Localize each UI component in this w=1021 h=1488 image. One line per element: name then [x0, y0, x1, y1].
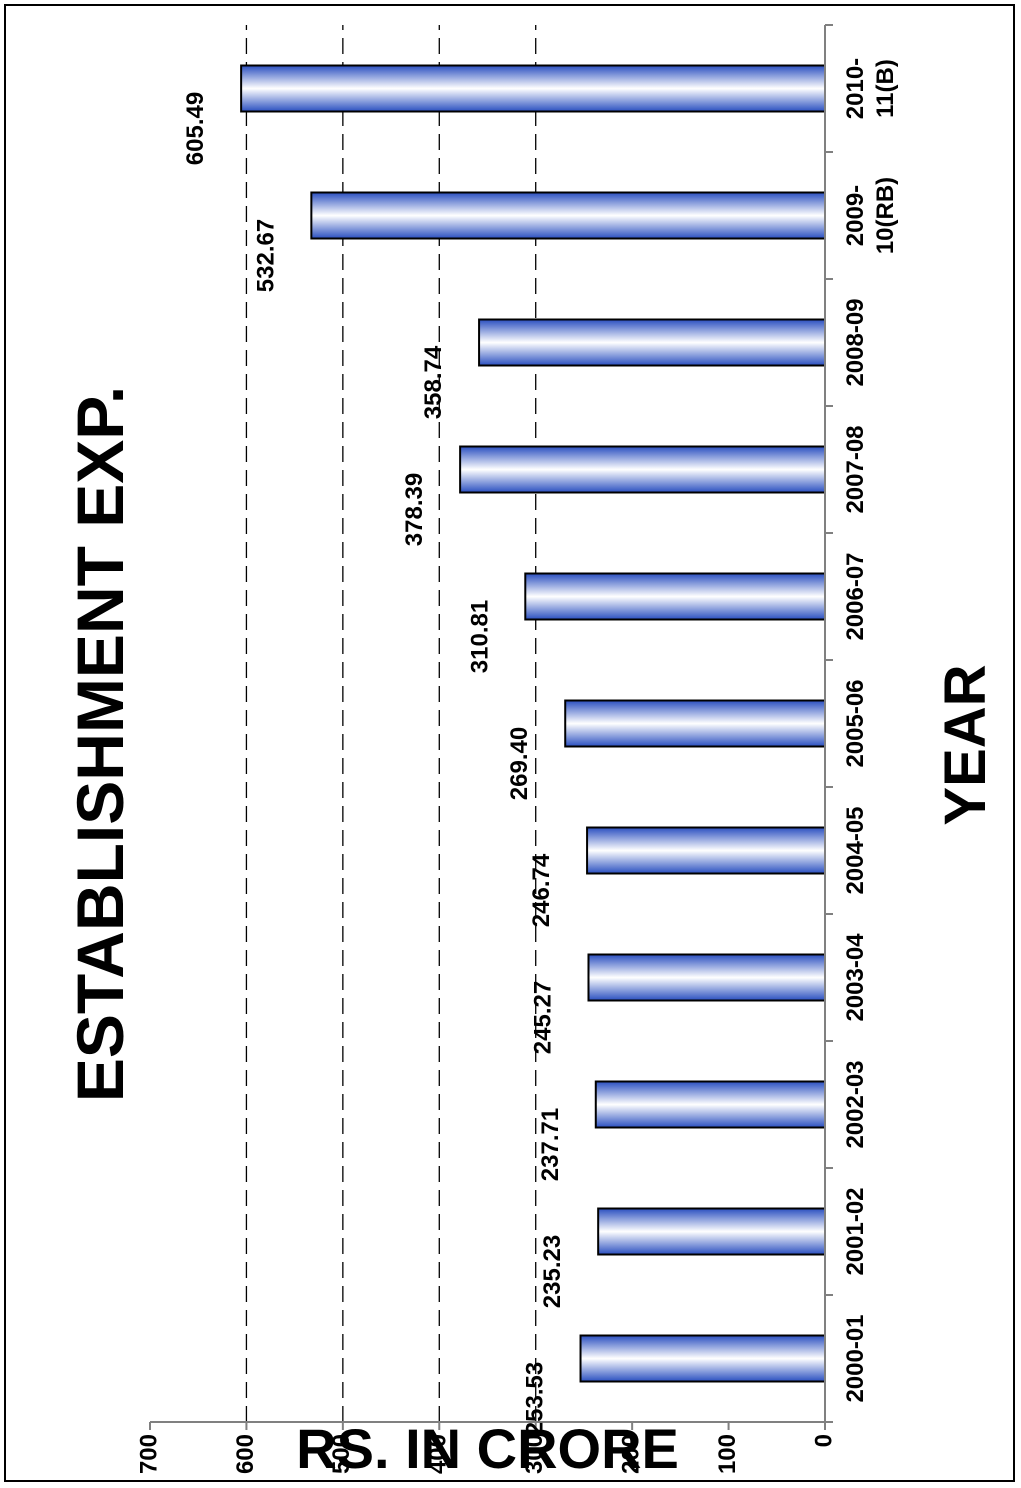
category-label: 2000-01 — [842, 1314, 869, 1402]
value-tick-label: 300 — [521, 1434, 548, 1474]
category-label: 2008-09 — [842, 298, 869, 386]
category-label: 2009- — [842, 185, 869, 246]
value-tick-label: 200 — [617, 1434, 644, 1474]
bar — [579, 1334, 827, 1383]
category-label: 2005-06 — [842, 679, 869, 767]
bar — [594, 1080, 827, 1129]
value-tick-label: 400 — [425, 1434, 452, 1474]
category-label: 2010- — [842, 58, 869, 119]
value-tick-label: 700 — [135, 1434, 162, 1474]
category-label: 2004-05 — [842, 806, 869, 894]
category-label: 10(RB) — [872, 177, 899, 254]
data-label: 605.49 — [182, 92, 209, 165]
data-label: 269.40 — [506, 727, 533, 800]
rotated-chart: ESTABLISHMENT EXP. YEAR RS. IN CRORE 253… — [63, 24, 998, 1480]
data-label: 378.39 — [401, 473, 428, 546]
data-label: 253.53 — [522, 1362, 549, 1435]
bar — [240, 64, 826, 113]
bar — [564, 699, 826, 748]
x-axis-title: YEAR — [933, 664, 998, 825]
bar — [459, 445, 826, 494]
bar — [478, 318, 826, 367]
category-label: 11(B) — [872, 59, 899, 118]
category-label: 2006-07 — [842, 552, 869, 640]
data-label: 358.74 — [420, 345, 447, 419]
bar — [597, 1207, 827, 1256]
labels: 253.53 235.23 237.71 245.27 246.74 269.40 310.… — [135, 58, 899, 1474]
bars — [240, 64, 827, 1383]
gridlines — [245, 25, 537, 1422]
axes — [149, 24, 833, 1430]
bar — [586, 826, 826, 875]
bar — [524, 572, 826, 621]
value-tick-label: 100 — [714, 1434, 741, 1474]
bar — [310, 191, 826, 240]
category-label: 2003-04 — [842, 933, 869, 1022]
category-label: 2002-03 — [842, 1060, 869, 1148]
data-label: 245.27 — [529, 981, 556, 1054]
bar — [587, 953, 826, 1002]
chart-frame — [4, 4, 1015, 1482]
data-label: 237.71 — [537, 1108, 564, 1181]
value-tick-label: 600 — [232, 1434, 259, 1474]
data-label: 246.74 — [528, 853, 555, 927]
value-tick-label: 0 — [810, 1434, 837, 1447]
chart-title: ESTABLISHMENT EXP. — [63, 386, 137, 1102]
category-label: 2001-02 — [842, 1187, 869, 1275]
y-axis-title: RS. IN CRORE — [296, 1417, 679, 1480]
data-label: 532.67 — [252, 219, 279, 292]
category-label: 2007-08 — [842, 425, 869, 513]
data-label: 310.81 — [466, 600, 493, 673]
value-tick-label: 500 — [328, 1434, 355, 1474]
data-label: 235.23 — [539, 1235, 566, 1308]
